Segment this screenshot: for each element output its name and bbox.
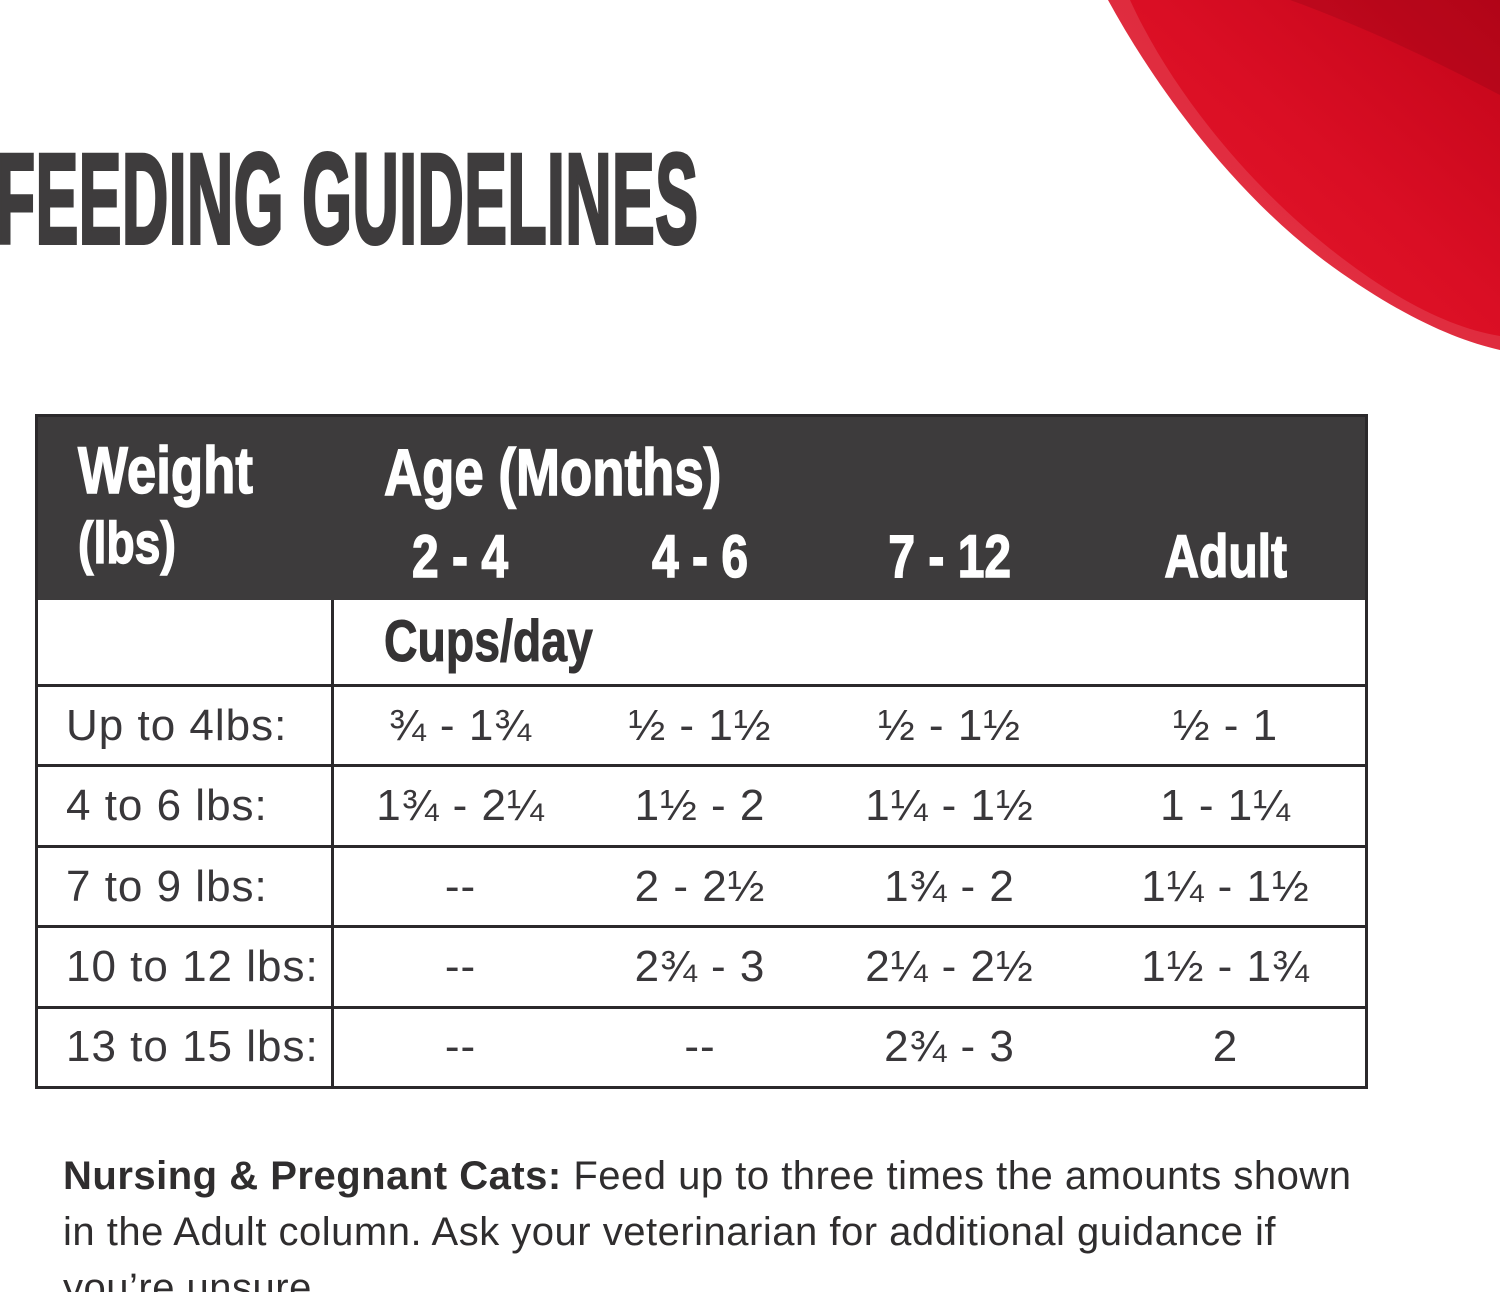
row-weight-label: 7 to 9 lbs:	[38, 847, 334, 926]
weight-label: Weight	[77, 433, 254, 507]
row-value: --	[444, 861, 477, 911]
nursing-pregnant-note-label: Nursing & Pregnant Cats:	[63, 1154, 562, 1198]
table-row: 4 to 6 lbs: 1¾ - 2¼ 1½ - 2 1¼ - 1½ 1 - 1…	[38, 764, 1365, 845]
row-weight-label: Up to 4lbs:	[38, 687, 334, 765]
units-row-empty-cell	[38, 600, 334, 684]
table-row: 13 to 15 lbs: -- -- 2¾ - 3 2	[38, 1005, 1365, 1087]
row-value: ½ - 1½	[878, 700, 1021, 750]
row-value: 2¾ - 3	[884, 1022, 1015, 1072]
nursing-pregnant-note-text: Feed up to three times the amounts shown…	[63, 1154, 1352, 1292]
table-header-row: Weight (lbs) Age (Months) 2 - 4 4 - 6 7 …	[38, 417, 1365, 600]
nursing-pregnant-note: Nursing & Pregnant Cats: Feed up to thre…	[63, 1148, 1363, 1292]
row-weight-label: 4 to 6 lbs:	[38, 767, 334, 845]
row-value: 1 - 1¼	[1160, 781, 1291, 831]
age-column-adult: Adult	[1164, 522, 1288, 590]
red-swoosh-decoration	[1108, 0, 1500, 350]
row-value: ½ - 1	[1172, 700, 1279, 750]
weight-column-header: Weight (lbs)	[38, 417, 334, 600]
table-row: 10 to 12 lbs: -- 2¾ - 3 2¼ - 2½ 1½ - 1¾	[38, 925, 1365, 1006]
age-column-2-4: 2 - 4	[412, 522, 509, 590]
cups-per-day-label: Cups/day	[384, 609, 594, 674]
row-value: 2¾ - 3	[634, 941, 766, 991]
age-column-7-12: 7 - 12	[888, 522, 1012, 590]
row-value: --	[444, 1022, 477, 1072]
weight-units-label: (lbs)	[77, 511, 176, 576]
row-value: 1½ - 2	[634, 781, 766, 831]
row-value: --	[684, 1022, 716, 1072]
row-weight-label: 10 to 12 lbs:	[38, 928, 334, 1006]
row-value: ½ - 1½	[628, 700, 772, 750]
row-value: 2 - 2½	[634, 861, 766, 911]
row-value: 1¼ - 1½	[1141, 861, 1310, 911]
row-value: 1¾ - 2	[884, 861, 1015, 911]
page-title: FEEDING GUIDELINES	[0, 128, 699, 271]
row-value: 2	[1212, 1022, 1239, 1072]
row-value: --	[444, 941, 477, 991]
row-value: 1¾ - 2¼	[376, 781, 545, 831]
row-value: ¾ - 1¾	[389, 700, 532, 750]
row-value: 2¼ - 2½	[865, 941, 1034, 991]
table-row: Up to 4lbs: ¾ - 1¾ ½ - 1½ ½ - 1½ ½ - 1	[38, 684, 1365, 765]
units-row: Cups/day	[38, 600, 1365, 684]
feeding-table: Weight (lbs) Age (Months) 2 - 4 4 - 6 7 …	[35, 414, 1368, 1089]
row-value: 1½ - 1¾	[1141, 941, 1310, 991]
row-weight-label: 13 to 15 lbs:	[38, 1008, 334, 1087]
table-row: 7 to 9 lbs: -- 2 - 2½ 1¾ - 2 1¼ - 1½	[38, 844, 1365, 926]
age-column-4-6: 4 - 6	[651, 522, 749, 590]
age-months-header: Age (Months)	[383, 435, 722, 509]
row-value: 1¼ - 1½	[865, 781, 1034, 831]
